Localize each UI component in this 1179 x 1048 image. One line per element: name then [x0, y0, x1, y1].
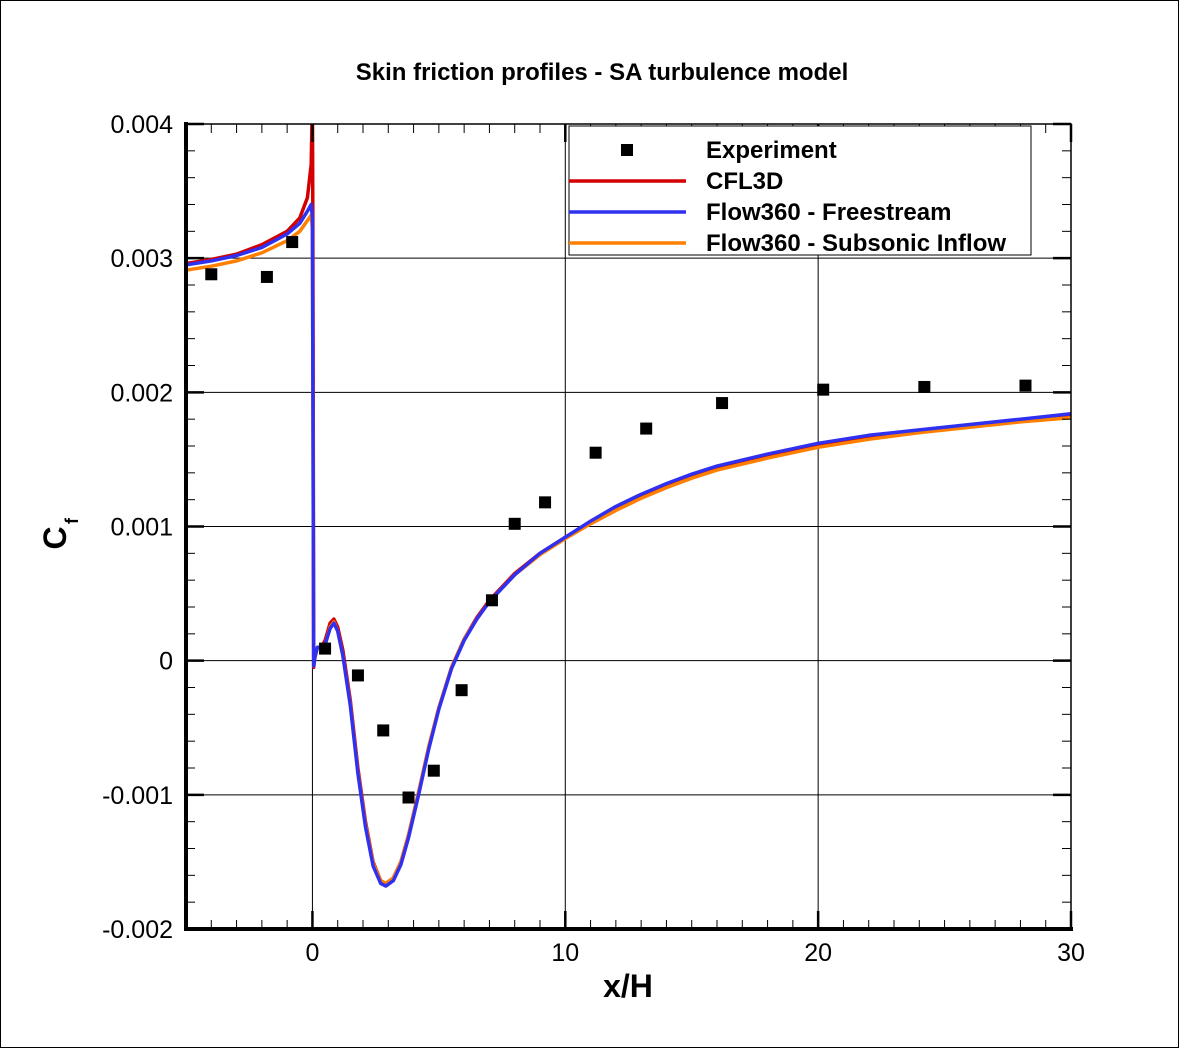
experiment-point: [539, 496, 552, 509]
x-axis-label: x/H: [603, 968, 653, 1004]
x-tick-label: 10: [551, 939, 579, 967]
y-tick-label: 0.004: [110, 111, 173, 139]
legend: Experiment CFL3D Flow360 - Freestream Fl…: [568, 125, 1032, 257]
experiment-point: [205, 268, 218, 281]
y-tick-label: 0: [159, 648, 173, 676]
x-tick-labels: 0 10 20 30: [305, 939, 1084, 967]
legend-label-subsonic-inflow: Flow360 - Subsonic Inflow: [706, 230, 1006, 257]
experiment-point: [589, 446, 602, 459]
y-axis-label-main: C: [37, 526, 73, 549]
experiment-point: [716, 397, 729, 410]
y-tick-label: -0.002: [102, 916, 173, 944]
experiment-point: [427, 764, 440, 777]
x-tick-label: 20: [804, 939, 832, 967]
experiment-point: [485, 594, 498, 607]
y-tick-label: 0.001: [110, 514, 173, 542]
experiment-point: [402, 791, 415, 804]
experiment-point: [377, 724, 390, 737]
experiment-point: [351, 669, 364, 682]
y-tick-label: -0.001: [102, 782, 173, 810]
x-tick-label: 0: [305, 939, 319, 967]
experiment-point: [817, 383, 830, 396]
x-tick-label: 30: [1057, 939, 1085, 967]
legend-marker-experiment: [621, 144, 633, 156]
y-tick-label: 0.003: [110, 245, 173, 273]
y-tick-label: 0.002: [110, 379, 173, 407]
experiment-point: [319, 642, 332, 655]
experiment-point: [260, 270, 273, 283]
series-line-flow360-freestream: [186, 202, 1071, 888]
y-axis-label-subscript: f: [62, 517, 82, 524]
experiment-points: [205, 236, 1032, 804]
experiment-point: [640, 422, 653, 435]
legend-label-cfl3d: CFL3D: [706, 168, 783, 195]
experiment-point: [918, 380, 931, 393]
chart-title: Skin friction profiles - SA turbulence m…: [356, 59, 849, 86]
y-axis-label: C f: [37, 517, 82, 550]
y-tick-labels: -0.002 -0.001 0 0.001 0.002 0.003 0.004: [102, 111, 173, 944]
experiment-point: [286, 236, 299, 249]
experiment-point: [1019, 379, 1032, 392]
legend-label-freestream: Flow360 - Freestream: [706, 199, 951, 226]
legend-box: [568, 125, 1032, 256]
experiment-point: [508, 517, 521, 530]
legend-label-experiment: Experiment: [706, 137, 837, 164]
experiment-point: [455, 684, 468, 697]
